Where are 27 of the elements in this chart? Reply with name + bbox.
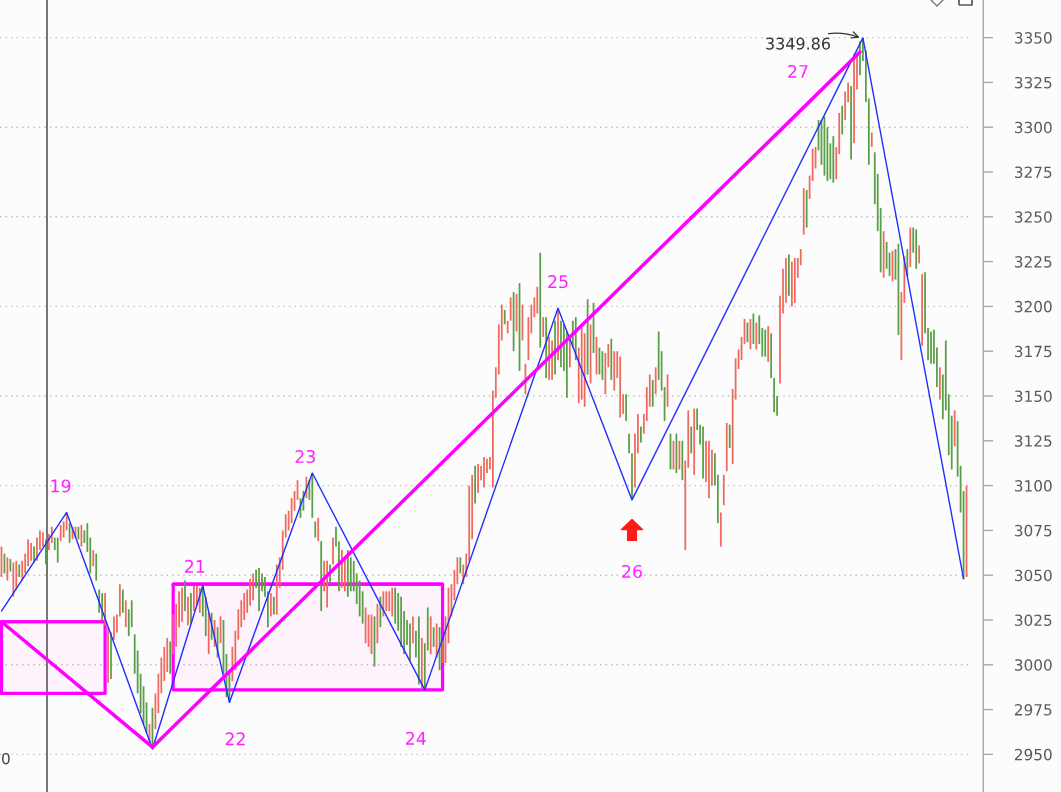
- annotation: 24: [406, 731, 426, 745]
- y-tick-label: 2975: [1014, 704, 1052, 716]
- annotation: 0: [2, 752, 10, 765]
- y-tick-label: 3200: [1015, 300, 1052, 313]
- y-tick-label: 3350: [1015, 32, 1052, 44]
- y-tick-label: 3275: [1015, 166, 1052, 179]
- y-tick-label: 3000: [1015, 659, 1052, 671]
- y-tick-label: 3300: [1015, 121, 1052, 134]
- annotation: 23: [295, 449, 315, 464]
- y-tick-label: 3250: [1015, 211, 1052, 223]
- y-tick-label: 3125: [1015, 435, 1052, 447]
- annotation: 25: [548, 275, 568, 289]
- y-tick-label: 3225: [1015, 256, 1052, 268]
- y-tick-label: 2950: [1014, 748, 1052, 761]
- y-tick-label: 3325: [1015, 76, 1052, 89]
- y-tick-label: 3075: [1015, 524, 1052, 537]
- y-tick-label: 3025: [1015, 614, 1052, 626]
- annotation: 19: [51, 479, 71, 493]
- y-tick-label: 3175: [1015, 345, 1052, 358]
- y-tick-label: 3150: [1015, 390, 1052, 403]
- y-tick-label: 3050: [1015, 569, 1052, 582]
- annotation: 21: [185, 559, 205, 573]
- annotation: 26: [622, 564, 642, 579]
- y-tick-label: 3100: [1015, 480, 1052, 492]
- annotation: 3349.86: [766, 37, 831, 50]
- annotation: 27: [788, 64, 808, 78]
- annotation: 22: [225, 732, 245, 746]
